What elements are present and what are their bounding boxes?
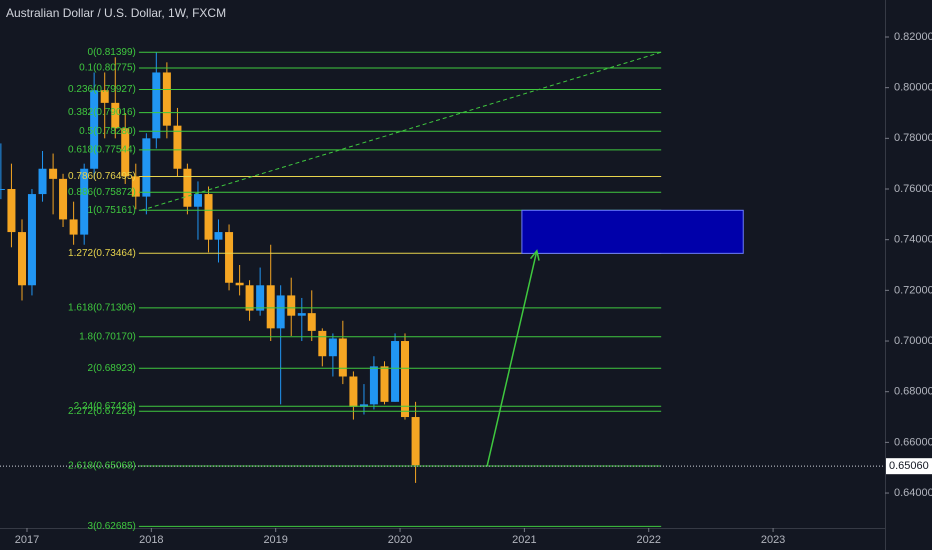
candle-body: [173, 125, 182, 169]
y-tick-label: 0.76000: [894, 183, 932, 195]
candle-body: [369, 366, 378, 405]
y-tick-label: 0.80000: [894, 82, 932, 94]
y-tick-label: 0.68000: [894, 386, 932, 398]
candle-body: [204, 194, 213, 240]
fib-label: 1.272(0.73464): [68, 248, 136, 259]
candle-body: [318, 330, 327, 357]
candle-body: [307, 313, 316, 331]
candle-body: [90, 90, 99, 169]
target-zone: [521, 209, 744, 254]
candle-body: [183, 168, 192, 207]
candle-body: [411, 417, 420, 466]
x-tick-label: 2017: [15, 534, 39, 546]
last-price-box: [886, 458, 932, 475]
fib-label: 0.5(0.78280): [79, 126, 136, 137]
candle-body: [328, 338, 337, 357]
fib-label: 0.886(0.75872): [68, 187, 136, 198]
y-tick-label: 0.66000: [894, 436, 932, 448]
candle-body: [359, 404, 368, 407]
candle-body: [69, 219, 78, 235]
arrow-head: [529, 249, 540, 261]
fib-label: 3(0.62685): [88, 521, 136, 532]
x-tick-label: 2018: [139, 534, 163, 546]
fib-label: 2.24(0.67426): [74, 401, 136, 412]
fib-label: 1.618(0.71306): [68, 303, 136, 314]
candle-body: [380, 366, 389, 402]
arrow: [486, 250, 538, 467]
chart-title: Australian Dollar / U.S. Dollar, 1W, FXC…: [6, 6, 226, 20]
candle-body: [121, 128, 130, 177]
candle-body: [193, 194, 202, 207]
candle-body: [152, 72, 161, 139]
fib-label: 2(0.68923): [88, 363, 136, 374]
candle-body: [287, 295, 296, 316]
candle-body: [245, 285, 254, 311]
fib-label: 0(0.81399): [88, 47, 136, 58]
y-tick-label: 0.64000: [894, 487, 932, 499]
fib-label: 2.618(0.65068): [68, 461, 136, 472]
candle-body: [401, 341, 410, 418]
candle-body: [214, 232, 223, 240]
fib-label: 1.8(0.70170): [79, 331, 136, 342]
candle-body: [100, 90, 109, 103]
candle-body: [7, 189, 16, 233]
candle-body: [338, 338, 347, 377]
candle-body: [276, 295, 285, 329]
candle-body: [111, 102, 120, 129]
fib-label: 1(0.75161): [88, 205, 136, 216]
candle-body: [59, 178, 68, 220]
candle-body: [266, 285, 275, 329]
candle-body: [142, 138, 151, 197]
y-tick-label: 0.70000: [894, 335, 932, 347]
fib-label: 0.236(0.79927): [68, 84, 136, 95]
candle-body: [0, 189, 5, 191]
candle-body: [391, 341, 400, 402]
candle-body: [297, 313, 306, 316]
candle-body: [49, 168, 58, 179]
candle-body: [131, 176, 140, 197]
x-tick-label: 2020: [388, 534, 412, 546]
fib-label: 0.382(0.79016): [68, 107, 136, 118]
candle-body: [162, 72, 171, 126]
candle-body: [349, 376, 358, 407]
candle-body: [27, 194, 36, 286]
x-tick-label: 2023: [761, 534, 785, 546]
fib-label: 0.618(0.77544): [68, 145, 136, 156]
x-tick-label: 2021: [512, 534, 536, 546]
x-tick-label: 2022: [636, 534, 660, 546]
candle-body: [235, 282, 244, 286]
candle-body: [225, 232, 234, 283]
candle-body: [18, 232, 27, 286]
candle-body: [80, 168, 89, 235]
fib-label: 0.1(0.80775): [79, 63, 136, 74]
last-price-label: 0.65060: [889, 460, 929, 472]
fib-label: 0.786(0.76495): [68, 171, 136, 182]
candle-body: [38, 168, 47, 195]
y-tick-label: 0.74000: [894, 234, 932, 246]
y-tick-label: 0.82000: [894, 31, 932, 43]
y-tick-label: 0.72000: [894, 284, 932, 296]
x-tick-label: 2019: [263, 534, 287, 546]
fib-label: 2.272(0.67226): [68, 406, 136, 417]
y-tick-label: 0.78000: [894, 132, 932, 144]
candle-body: [256, 285, 265, 311]
